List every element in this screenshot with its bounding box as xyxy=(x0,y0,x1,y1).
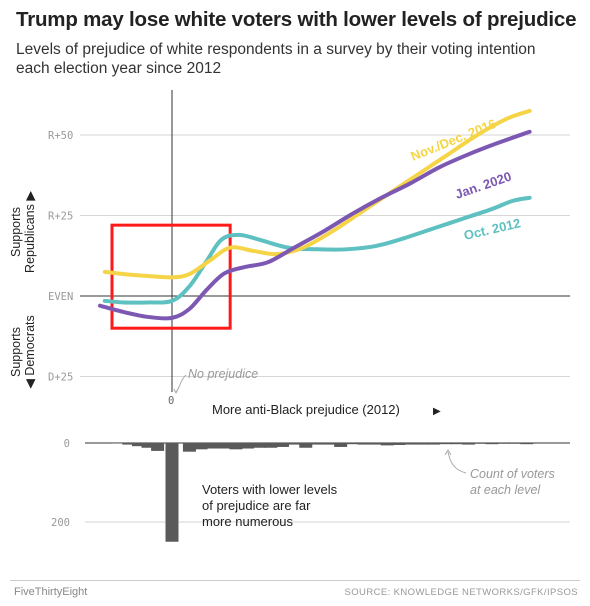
series-line-oct-2012 xyxy=(102,195,532,305)
histogram-bar xyxy=(131,443,145,447)
histogram-bar xyxy=(252,443,266,448)
x-tick-label: 0 xyxy=(168,395,174,407)
annotation-count-of-voters: Count of voters xyxy=(470,467,555,481)
series-label-jan-2020: Jan. 2020 xyxy=(453,169,513,202)
histogram-bar xyxy=(229,443,243,450)
no-prejudice-arrowhead xyxy=(173,388,179,395)
y-axis-label-republicans: Supports Republicans ▶ xyxy=(9,191,37,273)
histogram-bar xyxy=(182,443,196,452)
histogram-bar xyxy=(287,443,301,445)
histogram-bar xyxy=(345,443,359,445)
count-arrow xyxy=(447,451,467,474)
y-axis-label-republicans-line: Republicans ▶ xyxy=(23,191,37,273)
y-tick-label: R+50 xyxy=(48,130,73,142)
histogram-bar xyxy=(241,443,255,449)
y-tick-label: R+25 xyxy=(48,211,73,223)
histogram-bar xyxy=(392,443,406,445)
histogram-bar xyxy=(496,443,510,444)
series-label-nov-dec-2016: Nov./Dec. 2016 xyxy=(409,116,499,164)
histogram-bar xyxy=(264,443,278,448)
y-axis-label-democrats-line: ◀ Democrats xyxy=(23,315,37,389)
histogram-bar xyxy=(122,443,136,445)
histogram-bar xyxy=(151,443,165,451)
histogram-bar xyxy=(369,443,383,445)
histogram-bar xyxy=(427,443,441,445)
highlight-box-group xyxy=(110,223,232,330)
histogram-bar xyxy=(485,443,499,445)
histogram-bar xyxy=(334,443,348,447)
series-lines xyxy=(98,108,532,321)
axis-labels: R+50 R+25 EVEN D+25 0 More anti-Black prejudi… xyxy=(9,130,441,529)
x-axis-label: More anti-Black prejudice (2012) xyxy=(212,402,400,417)
histogram-y-tick-label: 200 xyxy=(51,517,70,529)
annotation-count-of-voters: at each level xyxy=(470,483,541,497)
histogram-bar xyxy=(462,443,476,445)
histogram-bar xyxy=(403,443,417,445)
histogram-bar xyxy=(165,443,179,542)
histogram-bar xyxy=(141,443,155,448)
annotation-lower-prejudice: more numerous xyxy=(202,514,294,529)
histogram-bar xyxy=(322,443,336,445)
y-axis-label-democrats-line: Supports xyxy=(9,327,23,377)
footer-rule xyxy=(10,580,580,581)
y-axis-label-republicans-line: Supports xyxy=(9,207,23,257)
y-tick-label: D+25 xyxy=(48,372,73,384)
gridlines xyxy=(80,90,570,523)
annotation-no-prejudice: No prejudice xyxy=(188,367,258,381)
histogram-bars xyxy=(112,443,534,542)
series-line-jan-2020 xyxy=(98,129,532,321)
histogram-bar xyxy=(438,443,452,445)
chart-subtitle: Levels of prejudice of white respondents… xyxy=(16,41,536,77)
annotation-lower-prejudice: of prejudice are far xyxy=(202,498,311,513)
histogram-bar xyxy=(473,443,487,444)
series-label-oct-2012: Oct. 2012 xyxy=(462,215,522,243)
histogram-y-tick-label: 0 xyxy=(64,438,70,450)
footer-brand: FiveThirtyEight xyxy=(14,586,88,598)
chart-title: Trump may lose white voters with lower l… xyxy=(16,8,577,31)
footer-source: SOURCE: KNOWLEDGE NETWORKS/GFK/IPSOS xyxy=(344,587,578,598)
histogram-bar xyxy=(206,443,220,449)
y-axis-label-democrats: Supports ◀ Democrats xyxy=(9,315,37,389)
y-tick-label: EVEN xyxy=(48,291,73,303)
x-axis-arrow: ▶ xyxy=(433,406,441,417)
histogram-bar xyxy=(450,443,464,445)
histogram-bar xyxy=(380,443,394,446)
annotation-lower-prejudice: Voters with lower levels xyxy=(202,482,338,497)
highlight-box xyxy=(110,223,232,330)
histogram-bar xyxy=(520,443,534,445)
histogram-bar xyxy=(310,443,324,445)
histogram-bar xyxy=(275,443,289,447)
histogram-bar xyxy=(217,443,231,449)
count-arrowhead xyxy=(444,449,452,456)
histogram-bar xyxy=(357,443,371,445)
histogram-bar xyxy=(415,443,429,445)
histogram-bar xyxy=(299,443,313,448)
histogram-bar xyxy=(194,443,208,450)
histogram-bar xyxy=(508,443,522,444)
